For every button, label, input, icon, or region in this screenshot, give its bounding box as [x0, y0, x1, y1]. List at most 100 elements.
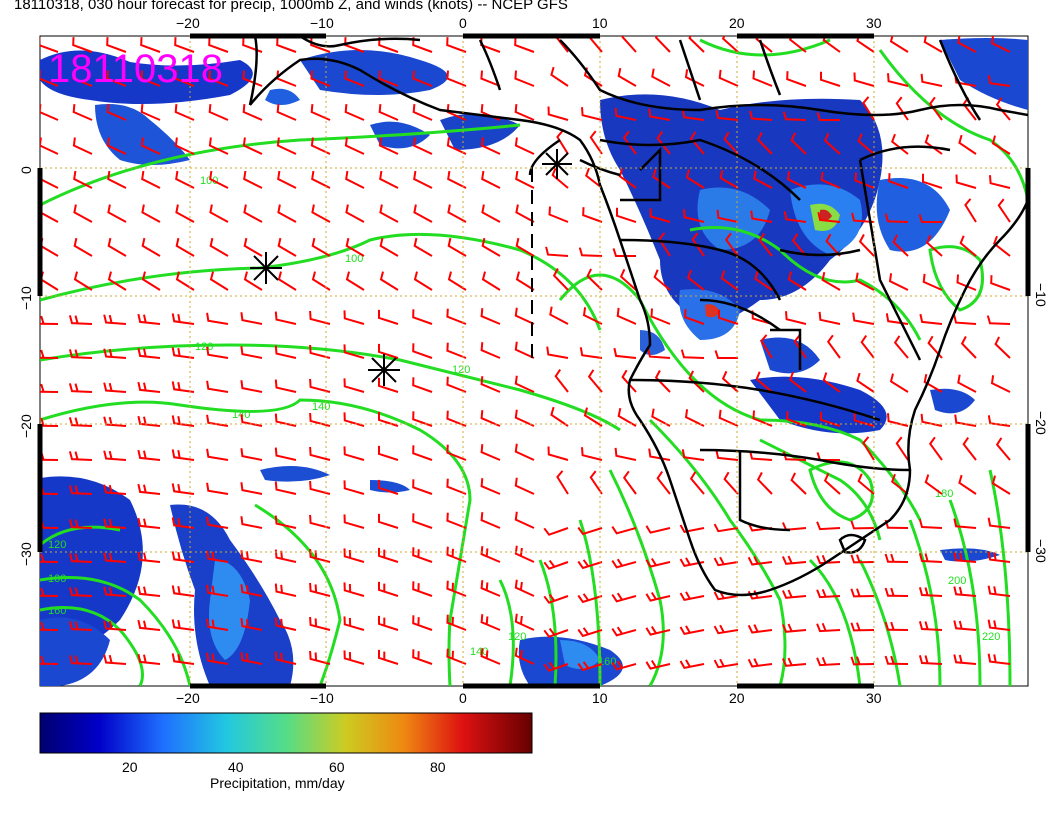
wind-barb — [274, 311, 297, 325]
wind-barb — [991, 135, 1011, 155]
contour-label: 100 — [200, 175, 218, 187]
wind-barb — [68, 655, 93, 665]
wind-barb — [73, 204, 93, 223]
wind-barb — [715, 109, 739, 121]
wind-barb — [343, 446, 365, 461]
wind-barb — [378, 479, 399, 495]
wind-barb — [820, 71, 841, 87]
wind-barb — [379, 237, 399, 257]
wind-barb — [412, 479, 433, 495]
wind-barb — [480, 137, 501, 155]
wind-barb — [747, 658, 773, 668]
wind-barb — [647, 348, 671, 359]
wind-barb — [987, 551, 1011, 563]
wind-barb — [309, 582, 331, 597]
wind-barb — [679, 659, 705, 670]
wind-barb — [514, 37, 535, 53]
anticyclone-marker — [368, 354, 400, 386]
wind-barb — [311, 271, 331, 291]
wind-barb — [551, 167, 569, 189]
wind-barb — [611, 526, 637, 535]
wind-barb — [989, 175, 1011, 189]
wind-barb — [923, 373, 943, 393]
wind-barb — [310, 137, 331, 155]
wind-barb — [206, 448, 229, 461]
wind-barb — [209, 204, 229, 223]
wind-barb — [174, 137, 195, 155]
wind-barb — [208, 37, 229, 53]
wind-barb — [688, 370, 705, 393]
wind-barb — [658, 232, 671, 257]
wind-barb — [137, 551, 161, 563]
date-stamp: 18110318 — [48, 47, 223, 91]
wind-barb — [545, 246, 569, 257]
wind-barb — [816, 588, 841, 599]
lon-tick-bottom: −20 — [176, 690, 200, 706]
wind-barb — [240, 584, 263, 597]
wind-barb — [648, 448, 671, 461]
wind-barb — [515, 237, 535, 257]
wind-barb — [140, 70, 161, 87]
wind-barb — [447, 271, 467, 291]
contour-label: 120 — [508, 631, 526, 643]
wind-barb — [919, 313, 943, 325]
wind-barb — [656, 471, 671, 495]
wind-barb — [311, 237, 331, 257]
wind-barb — [823, 132, 841, 155]
wind-barb — [755, 371, 773, 393]
wind-barb — [621, 36, 637, 53]
wind-barb — [206, 312, 229, 325]
wind-barb — [447, 204, 467, 223]
wind-barb — [683, 209, 705, 223]
lon-tick-bottom: 20 — [729, 690, 745, 706]
wind-barb — [713, 624, 739, 635]
wind-barb — [850, 656, 875, 666]
wind-barb — [747, 624, 773, 634]
wind-barb — [106, 37, 127, 53]
wind-barb — [691, 232, 705, 257]
wind-barb — [790, 472, 807, 495]
wind-barb — [893, 335, 909, 359]
wind-barb — [171, 551, 195, 563]
wind-barb — [816, 112, 840, 121]
wind-barb — [611, 592, 637, 603]
wind-barb — [277, 204, 297, 223]
wind-barb — [480, 376, 501, 393]
wind-barb — [924, 134, 943, 155]
wind-barb — [622, 470, 637, 495]
wind-barb — [412, 70, 433, 87]
wind-barb — [240, 414, 263, 427]
wind-barb — [141, 271, 161, 291]
wind-barb — [684, 409, 705, 427]
wind-barb — [171, 483, 195, 495]
wind-barb — [856, 36, 875, 53]
wind-barb — [787, 271, 807, 291]
wind-barb — [240, 346, 263, 359]
wind-barb — [760, 334, 773, 359]
wind-barb — [514, 579, 535, 597]
wind-barb — [577, 593, 603, 604]
wind-barb — [955, 174, 977, 189]
wind-barb — [446, 512, 467, 529]
wind-barb — [345, 204, 365, 223]
wind-barb — [782, 111, 807, 121]
wind-barb — [577, 627, 603, 638]
wind-barb — [653, 269, 671, 291]
contour-label: 120 — [195, 341, 213, 353]
wind-barb — [378, 309, 399, 325]
wind-barb — [754, 270, 773, 291]
wind-barb — [578, 247, 603, 257]
wind-barb — [68, 349, 93, 359]
wind-barb — [514, 477, 535, 495]
wind-barb — [752, 70, 773, 87]
wind-barb — [611, 660, 637, 671]
wind-barb — [962, 437, 977, 461]
wind-barb — [480, 580, 501, 597]
wind-barb — [107, 271, 127, 291]
wind-barb — [343, 582, 365, 597]
wind-barb — [72, 104, 93, 121]
wind-barb — [310, 104, 331, 121]
wind-barb — [579, 347, 603, 359]
wind-barb — [816, 656, 841, 667]
wind-barb — [850, 554, 875, 564]
